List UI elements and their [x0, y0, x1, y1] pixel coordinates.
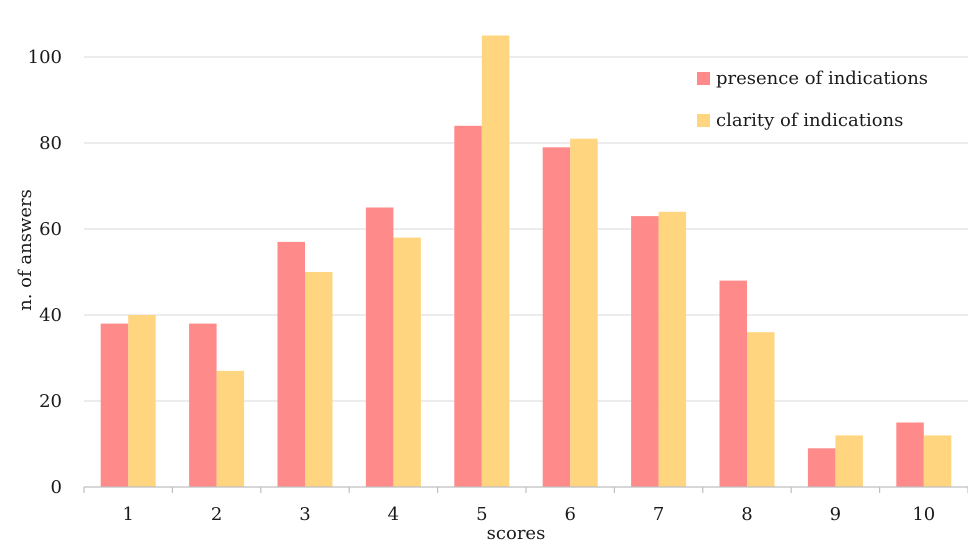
x-axis-tick-labels: 1 2 3 4 5 6 7 8 9 10 — [122, 504, 935, 525]
bar — [835, 435, 863, 487]
x-tick-label: 10 — [912, 504, 935, 525]
x-tick-label: 1 — [122, 504, 133, 525]
y-tick-label: 60 — [39, 219, 62, 240]
legend-swatch — [697, 72, 710, 85]
bars — [100, 35, 952, 488]
bar — [100, 323, 129, 487]
bar — [570, 138, 598, 487]
x-tick-label: 8 — [741, 504, 752, 525]
x-tick-label: 2 — [211, 504, 222, 525]
bar — [128, 315, 156, 487]
y-tick-label: 0 — [51, 477, 62, 498]
bar — [305, 272, 333, 487]
bar — [216, 370, 245, 487]
legend-label: clarity of indications — [716, 110, 903, 131]
gridlines — [84, 56, 968, 402]
bar — [807, 448, 836, 487]
bar — [454, 125, 482, 488]
bar — [393, 237, 421, 487]
x-tick-label: 7 — [653, 504, 664, 525]
bar — [365, 207, 394, 487]
x-axis-title: scores — [487, 523, 546, 543]
x-tick-label: 9 — [830, 504, 841, 525]
y-tick-label: 100 — [28, 47, 62, 68]
x-tick-label: 3 — [299, 504, 310, 525]
x-axis-tick-marks — [83, 487, 968, 493]
bar — [542, 147, 571, 488]
bar — [658, 211, 687, 488]
x-tick-label: 6 — [564, 504, 575, 525]
y-axis-title: n. of answers — [15, 189, 36, 311]
y-tick-label: 40 — [39, 305, 62, 326]
bar — [896, 422, 924, 487]
bar — [719, 280, 747, 487]
y-tick-label: 20 — [39, 391, 62, 412]
bar — [277, 241, 305, 487]
y-axis-tick-labels: 0 20 40 60 80 100 — [28, 47, 62, 498]
legend-swatch — [697, 114, 710, 127]
legend: presence of indications clarity of indica… — [697, 68, 928, 131]
bar — [923, 435, 952, 487]
bar — [747, 332, 775, 487]
x-tick-label: 5 — [476, 504, 487, 525]
y-tick-label: 80 — [39, 133, 62, 154]
legend-label: presence of indications — [716, 68, 928, 89]
bar — [481, 35, 510, 487]
x-tick-label: 4 — [388, 504, 399, 525]
bar — [631, 216, 659, 487]
bar — [189, 323, 217, 487]
